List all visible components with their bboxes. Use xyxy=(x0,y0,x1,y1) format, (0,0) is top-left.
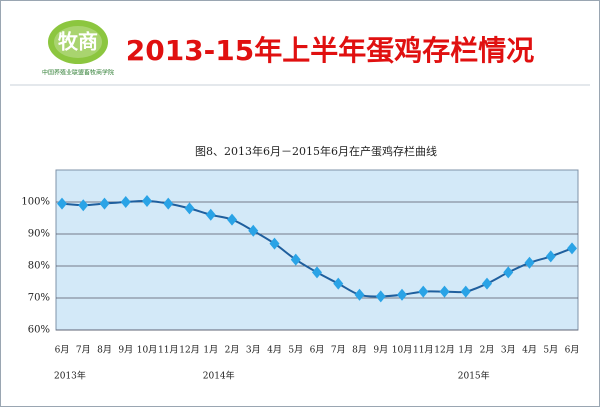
x-tick-label: 7月 xyxy=(76,345,91,356)
marker xyxy=(227,213,237,226)
x-tick-label: 3月 xyxy=(501,345,516,356)
x-tick-label: 4月 xyxy=(522,345,537,356)
x-tick-label: 2月 xyxy=(225,345,240,356)
x-tick-label: 9月 xyxy=(373,345,388,356)
marker xyxy=(333,277,344,290)
marker xyxy=(460,285,471,298)
marker xyxy=(312,266,322,279)
x-tick-label: 5月 xyxy=(288,345,303,356)
logo-badge xyxy=(48,20,108,64)
marker xyxy=(397,288,407,301)
x-year-label: 2013年 xyxy=(54,370,86,382)
x-tick-label: 3月 xyxy=(246,345,261,356)
marker xyxy=(78,199,89,212)
x-tick-label: 6月 xyxy=(310,345,325,356)
x-year-label: 2014年 xyxy=(203,370,235,382)
marker xyxy=(375,290,386,303)
marker xyxy=(567,242,577,255)
x-tick-label: 4月 xyxy=(267,345,282,356)
marker xyxy=(163,197,174,210)
x-tick-label: 2月 xyxy=(480,345,495,356)
x-tick-label: 10月 xyxy=(137,345,157,356)
logo-text: 牧商 xyxy=(58,30,98,54)
y-tick-label: 70% xyxy=(28,293,50,304)
y-tick-label: 60% xyxy=(28,325,50,336)
marker xyxy=(269,237,280,250)
marker xyxy=(354,288,365,301)
x-tick-label: 8月 xyxy=(352,345,367,356)
marker xyxy=(290,253,301,266)
marker xyxy=(205,208,216,221)
x-tick-label: 12月 xyxy=(434,345,454,356)
marker xyxy=(142,195,152,208)
logo-highlight xyxy=(54,26,102,58)
x-tick-label: 1月 xyxy=(203,345,218,356)
marker xyxy=(120,196,131,208)
x-tick-label: 12月 xyxy=(179,345,199,356)
marker xyxy=(248,224,259,237)
marker xyxy=(503,266,514,279)
marker xyxy=(184,202,195,215)
x-tick-label: 7月 xyxy=(331,345,346,356)
marker xyxy=(99,197,110,210)
x-tick-label: 11月 xyxy=(158,345,178,356)
x-tick-label: 6月 xyxy=(55,345,70,356)
x-year-label: 2015年 xyxy=(458,370,490,382)
marker xyxy=(482,277,492,290)
y-tick-label: 100% xyxy=(21,197,50,208)
chart-title: 图8、2013年6月－2015年6月在产蛋鸡存栏曲线 xyxy=(195,144,437,158)
plot-area xyxy=(55,169,579,331)
y-tick-label: 80% xyxy=(28,261,50,272)
x-tick-label: 10月 xyxy=(392,345,412,356)
x-tick-label: 8月 xyxy=(97,345,112,356)
x-tick-label: 1月 xyxy=(458,345,473,356)
y-tick-label: 90% xyxy=(28,229,50,240)
logo-caption: 中国养殖业联盟畜牧商学院 xyxy=(42,69,114,77)
x-tick-label: 9月 xyxy=(118,345,133,356)
x-tick-label: 11月 xyxy=(413,345,433,356)
headline: 2013-15年上半年蛋鸡存栏情况 xyxy=(126,34,535,67)
x-tick-label: 5月 xyxy=(543,345,558,356)
marker xyxy=(545,250,556,263)
marker xyxy=(418,285,429,298)
marker xyxy=(57,197,67,210)
x-tick-label: 6月 xyxy=(565,345,580,356)
marker xyxy=(524,256,535,269)
marker xyxy=(439,285,450,298)
